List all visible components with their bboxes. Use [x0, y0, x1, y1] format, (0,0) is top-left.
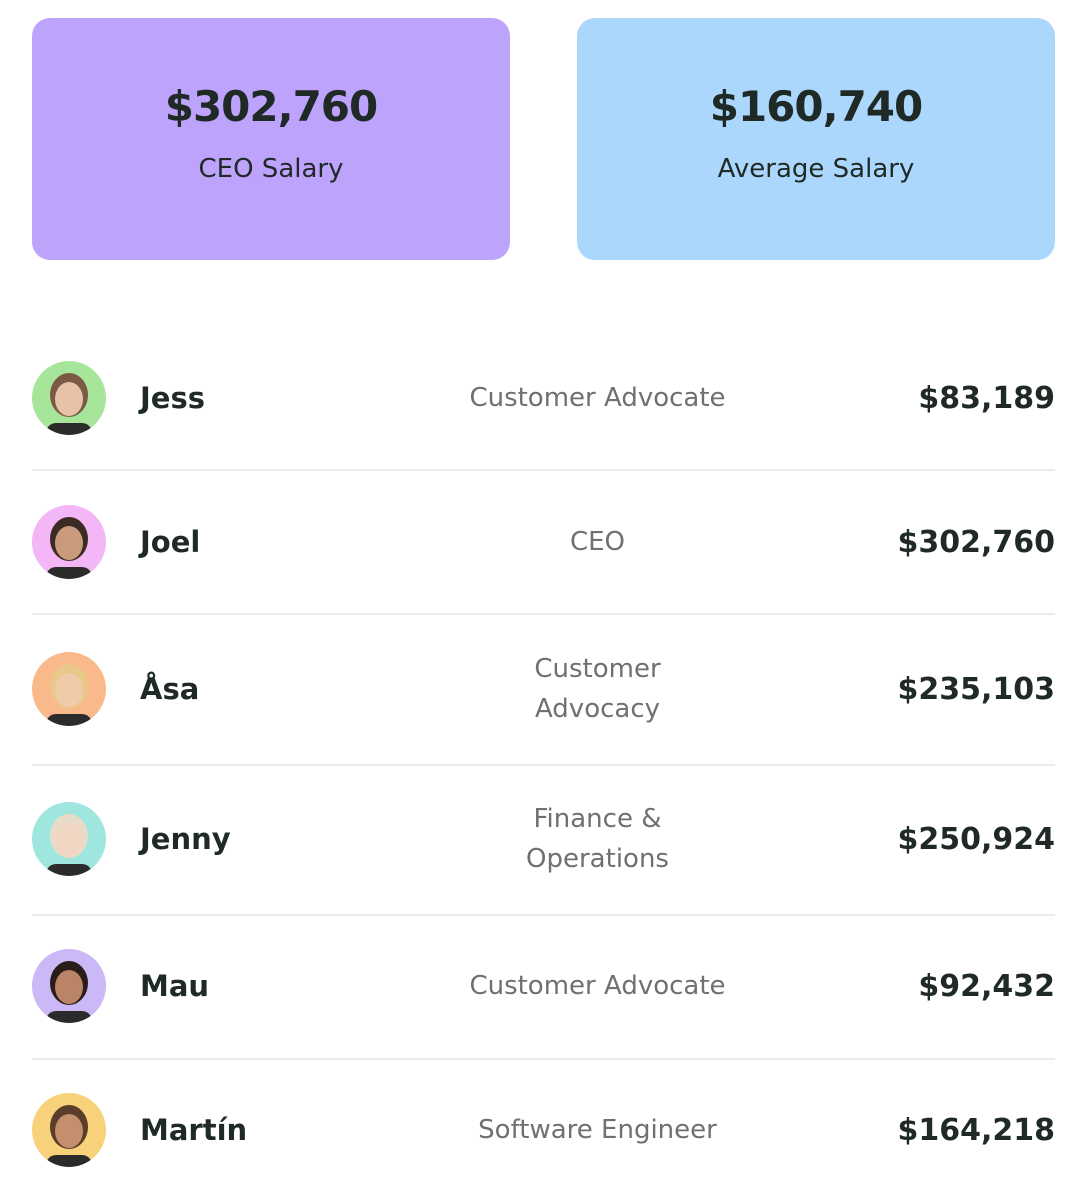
employee-salary: $302,760: [897, 524, 1055, 560]
average-salary-card: $160,740 Average Salary: [577, 18, 1055, 260]
avatar: [32, 505, 106, 579]
employee-row: Jenny Finance & Operations $250,924: [32, 789, 1055, 889]
avatar: [32, 802, 106, 876]
employee-row: Åsa Customer Advocacy $235,103: [32, 639, 1055, 739]
employee-role: Finance & Operations: [526, 804, 669, 874]
avatar: [32, 949, 106, 1023]
row-divider: [32, 1058, 1055, 1060]
employee-name: Åsa: [140, 672, 200, 706]
card-label: CEO Salary: [198, 154, 344, 184]
card-label: Average Salary: [717, 154, 915, 184]
avatar-image: [32, 361, 106, 435]
employee-salary: $83,189: [918, 380, 1055, 416]
avatar: [32, 361, 106, 435]
employee-name: Jenny: [140, 822, 231, 856]
employee-salary: $164,218: [897, 1112, 1055, 1148]
employee-role: Software Engineer: [478, 1115, 717, 1145]
employee-name: Mau: [140, 969, 210, 1003]
avatar-image: [32, 505, 106, 579]
role-cell: Customer Advocate: [440, 378, 755, 418]
employee-row: Joel CEO $302,760: [32, 492, 1055, 592]
row-divider: [32, 469, 1055, 471]
role-cell: Customer Advocacy: [440, 649, 755, 729]
avatar-image: [32, 652, 106, 726]
avatar: [32, 1093, 106, 1167]
employee-row: Jess Customer Advocate $83,189: [32, 348, 1055, 448]
employee-row: Mau Customer Advocate $92,432: [32, 936, 1055, 1036]
employee-row: Martín Software Engineer $164,218: [32, 1080, 1055, 1180]
row-divider: [32, 914, 1055, 916]
avatar-image: [32, 802, 106, 876]
role-cell: Software Engineer: [440, 1110, 755, 1150]
employee-role: Customer Advocacy: [534, 654, 661, 724]
employee-role: Customer Advocate: [469, 971, 726, 1001]
employee-salary: $235,103: [897, 671, 1055, 707]
employee-role: CEO: [569, 527, 626, 557]
card-amount: $160,740: [709, 82, 924, 131]
employee-salary: $250,924: [897, 821, 1055, 857]
row-divider: [32, 613, 1055, 615]
role-cell: Finance & Operations: [440, 799, 755, 879]
employee-name: Joel: [140, 525, 201, 559]
row-divider: [32, 764, 1055, 766]
avatar-image: [32, 949, 106, 1023]
employee-role: Customer Advocate: [469, 383, 726, 413]
avatar: [32, 652, 106, 726]
role-cell: CEO: [440, 522, 755, 562]
employee-name: Martín: [140, 1113, 248, 1147]
ceo-salary-card: $302,760 CEO Salary: [32, 18, 510, 260]
card-amount: $302,760: [164, 82, 379, 131]
employee-salary: $92,432: [918, 968, 1055, 1004]
avatar-image: [32, 1093, 106, 1167]
employee-name: Jess: [140, 381, 205, 415]
role-cell: Customer Advocate: [440, 966, 755, 1006]
